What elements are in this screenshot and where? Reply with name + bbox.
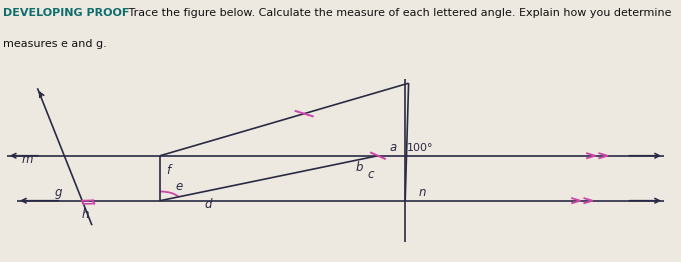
Text: Trace the figure below. Calculate the measure of each lettered angle. Explain ho: Trace the figure below. Calculate the me… [125,8,671,18]
Text: DEVELOPING PROOF: DEVELOPING PROOF [3,8,130,18]
Text: a: a [390,141,396,154]
Text: d: d [204,198,212,211]
Text: h: h [82,209,89,221]
Text: measures e and g.: measures e and g. [3,39,107,49]
Text: m: m [22,153,33,166]
Text: b: b [355,161,363,174]
Text: 100°: 100° [407,143,433,152]
Text: c: c [368,168,375,181]
Text: g: g [54,186,62,199]
Text: f: f [166,163,170,177]
Text: e: e [176,180,183,193]
Text: n: n [418,186,426,199]
